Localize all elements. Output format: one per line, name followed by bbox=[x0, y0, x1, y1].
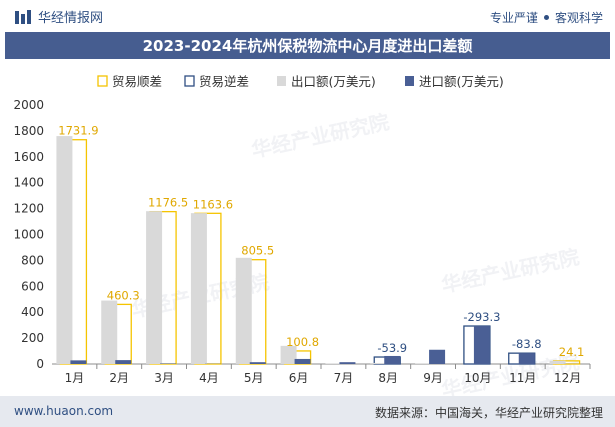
legend-item-deficit: 贸易逆差 bbox=[184, 74, 249, 89]
x-tick-label: 7月 bbox=[334, 371, 354, 385]
data-label: 100.8 bbox=[286, 335, 319, 349]
data-labels: 1731.9 460.3 1176.5 1163.6 805.5 100.8 -53.9 -2… bbox=[58, 124, 584, 359]
y-tick-label: 2000 bbox=[13, 98, 44, 112]
import-bar bbox=[384, 355, 401, 364]
tagline: 专业严谨 客观科学 bbox=[490, 9, 603, 26]
x-tick-label: 11月 bbox=[509, 371, 536, 385]
export-bar bbox=[190, 213, 207, 364]
data-label: -83.8 bbox=[512, 337, 542, 351]
x-tick-label: 4月 bbox=[199, 371, 219, 385]
legend: 贸易顺差 贸易逆差 出口额(万美元) 进口额(万美元) bbox=[97, 74, 504, 89]
data-label: 1163.6 bbox=[193, 197, 233, 211]
chart-title: 2023-2024年杭州保税物流中心月度进出口差额 bbox=[142, 37, 473, 55]
y-tick-label: 1800 bbox=[13, 124, 44, 138]
export-bar bbox=[370, 362, 387, 364]
y-tick-label: 600 bbox=[21, 279, 44, 293]
legend-swatch bbox=[405, 76, 414, 86]
y-tick-label: 400 bbox=[21, 305, 44, 319]
import-bar bbox=[339, 362, 356, 364]
axes: 0 200 400 600 800 1000 1200 1400 1600 1800 2000 1月 2… bbox=[13, 98, 591, 385]
y-tick-label: 1200 bbox=[13, 202, 44, 216]
legend-label: 进口额(万美元) bbox=[419, 74, 504, 89]
chart-svg: 贸易顺差 贸易逆差 出口额(万美元) 进口额(万美元) 0 200 400 600 800 10… bbox=[13, 74, 591, 385]
brand-logo-icon bbox=[15, 9, 31, 24]
import-bar bbox=[249, 362, 266, 364]
legend-label: 出口额(万美元) bbox=[291, 74, 376, 89]
legend-item-surplus: 贸易顺差 bbox=[97, 74, 162, 89]
x-tick-label: 8月 bbox=[378, 371, 398, 385]
legend-label: 贸易顺差 bbox=[112, 74, 162, 89]
export-bar bbox=[325, 363, 342, 364]
legend-swatch bbox=[277, 76, 286, 86]
export-bar bbox=[101, 300, 118, 364]
legend-item-import: 进口额(万美元) bbox=[405, 74, 504, 89]
footer-bar: www.huaon.com 数据来源：中国海关，华经产业研究院整理 bbox=[0, 396, 615, 427]
x-tick-label: 10月 bbox=[464, 371, 491, 385]
tagline-left: 专业严谨 bbox=[489, 11, 538, 25]
y-tick-label: 1400 bbox=[13, 176, 44, 190]
data-label: -53.9 bbox=[377, 341, 407, 355]
brand: 华经情报网 bbox=[14, 7, 103, 26]
legend-label: 贸易逆差 bbox=[199, 74, 249, 89]
import-bar bbox=[115, 360, 132, 364]
x-tick-label: 5月 bbox=[244, 371, 264, 385]
tagline-dot bbox=[543, 15, 549, 20]
footer-source: 数据来源：中国海关，华经产业研究院整理 bbox=[374, 406, 603, 420]
x-tick-label: 9月 bbox=[423, 371, 443, 385]
legend-swatch bbox=[97, 75, 108, 87]
footer-website: www.huaon.com bbox=[14, 404, 114, 418]
bars bbox=[56, 136, 581, 365]
data-label: 460.3 bbox=[107, 288, 140, 302]
y-tick-label: 1600 bbox=[13, 150, 44, 164]
legend-item-export: 出口额(万美元) bbox=[277, 74, 376, 89]
header-bar: 华经情报网 专业严谨 客观科学 bbox=[0, 0, 615, 32]
x-tick-label: 2月 bbox=[109, 371, 129, 385]
title-bar: 2023-2024年杭州保税物流中心月度进出口差额 bbox=[5, 32, 610, 59]
import-bar bbox=[518, 353, 535, 364]
export-bar bbox=[146, 211, 163, 364]
y-tick-label: 1000 bbox=[13, 228, 44, 242]
export-bar bbox=[235, 257, 252, 364]
import-bar bbox=[294, 358, 311, 364]
data-label: 805.5 bbox=[241, 244, 274, 258]
export-bar bbox=[549, 360, 566, 364]
export-bar bbox=[280, 345, 297, 364]
import-bar bbox=[70, 360, 87, 364]
export-bar bbox=[56, 136, 73, 364]
data-label: 24.1 bbox=[559, 345, 585, 359]
data-label: 1731.9 bbox=[58, 124, 98, 138]
brand-name: 华经情报网 bbox=[38, 11, 104, 26]
import-bar bbox=[160, 363, 177, 364]
x-tick-label: 12月 bbox=[554, 371, 581, 385]
x-tick-label: 6月 bbox=[289, 371, 309, 385]
y-tick-label: 0 bbox=[36, 357, 44, 371]
x-tick-label: 1月 bbox=[65, 371, 85, 385]
data-label: 1176.5 bbox=[148, 196, 188, 210]
x-tick-label: 3月 bbox=[154, 371, 174, 385]
import-bar bbox=[473, 326, 490, 364]
tagline-right: 客观科学 bbox=[554, 11, 603, 25]
y-tick-label: 800 bbox=[21, 253, 44, 267]
data-label: -293.3 bbox=[463, 310, 500, 324]
y-tick-label: 200 bbox=[21, 331, 44, 345]
import-bar bbox=[429, 349, 446, 364]
legend-swatch bbox=[184, 75, 195, 87]
